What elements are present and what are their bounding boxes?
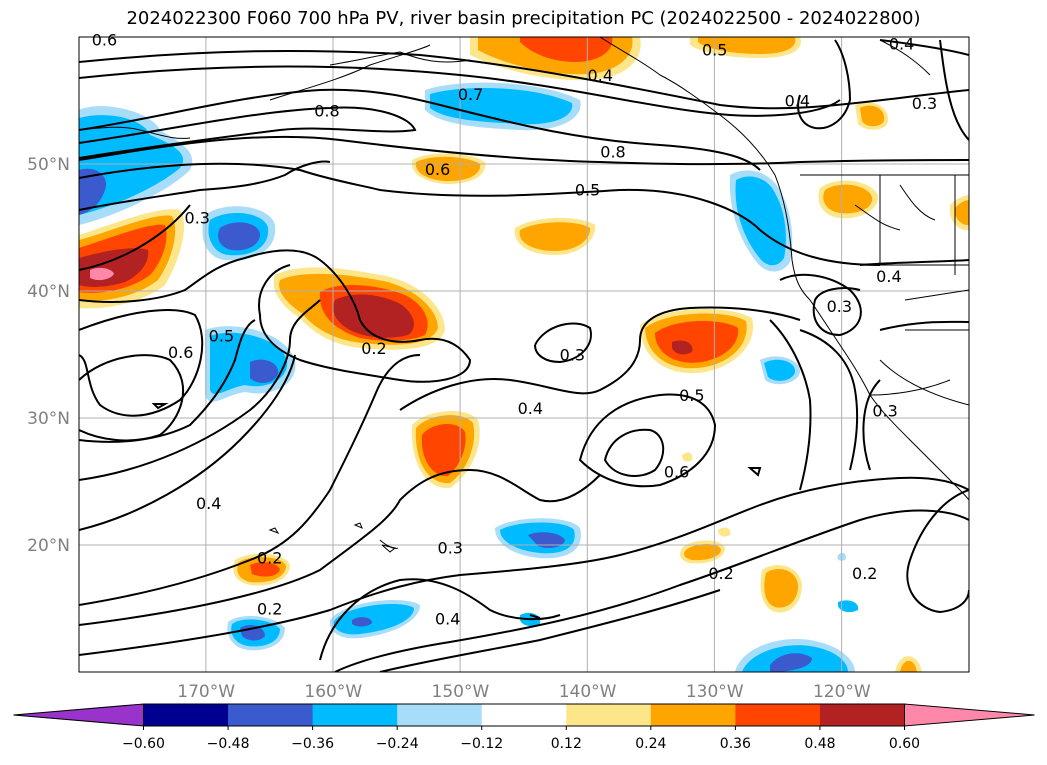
contour-label: 0.4: [876, 267, 901, 286]
colorbar-segment: [228, 704, 314, 726]
precip-blob-125w-33n: [760, 356, 800, 385]
colorbar-tick-label: 0.24: [635, 736, 666, 752]
contour-label: 0.8: [314, 102, 339, 121]
x-tick-label: 170°W: [177, 682, 235, 702]
precip-dot-129w-21n: [718, 527, 731, 537]
colorbar-tick-label: −0.12: [460, 736, 503, 752]
contour-label: 0.3: [560, 346, 585, 365]
contour-label: 0.2: [708, 564, 733, 583]
colorbar-extend-max: [904, 703, 1035, 727]
precip-blob-152w-50n: [411, 153, 486, 185]
contour-label: 0.5: [575, 180, 600, 199]
colorbar-segment: [143, 704, 229, 726]
colorbar-tick-label: 0.36: [720, 736, 751, 752]
x-tick-label: 140°W: [559, 682, 617, 702]
contour-label: 0.4: [518, 399, 543, 418]
contour-label: 0.6: [425, 160, 450, 179]
precip-blob-150w-28n: [411, 410, 480, 489]
precip-blob-132w-37n: [640, 308, 754, 374]
precip-dot-120w-15n: [838, 600, 859, 613]
precip-blob-w-red: [79, 209, 185, 309]
colorbar-segment: [397, 704, 483, 726]
colorbar-segment: [735, 704, 821, 726]
contour-label: 0.3: [912, 94, 937, 113]
map-frame: [78, 36, 970, 673]
pv-contours: [79, 39, 969, 672]
precip-dot-133w-27n: [682, 452, 693, 462]
contour-label: 0.3: [872, 401, 897, 420]
y-tick-label: 20°N: [27, 536, 70, 556]
contour-label: 0.2: [257, 600, 282, 619]
colorbar-tick-label: 0.60: [889, 736, 920, 752]
coastlines: [79, 37, 969, 553]
precip-blob-142w-44n: [514, 217, 596, 255]
colorbar-tick-label: −0.48: [207, 736, 250, 752]
x-tick-label: 120°W: [813, 682, 871, 702]
contour-label: 0.4: [588, 66, 613, 85]
contour-label: 0.5: [209, 326, 234, 345]
contour-labels: 0.6 0.8 0.7 0.4 0.5 0.4 0.4 0.3 0.8 0.6 0.5 0.3 0.4 0…: [92, 31, 938, 629]
precip-blob-124w-17n: [760, 565, 802, 613]
contour-label: 0.6: [664, 462, 689, 481]
map-area: [79, 37, 969, 672]
x-tick-label: 160°W: [304, 682, 362, 702]
x-tick-label: 130°W: [686, 682, 744, 702]
chart-title: 2024022300 F060 700 hPa PV, river basin …: [126, 8, 921, 29]
colorbar-segment: [650, 704, 736, 726]
contour-label: 0.3: [827, 297, 852, 316]
colorbar-extend-min: [13, 703, 144, 727]
colorbar-frame: [143, 703, 905, 727]
precip-blob-150w-56n: [425, 82, 581, 131]
contour-label: 0.6: [168, 343, 193, 362]
colorbar-segment: [819, 704, 905, 726]
y-tick-label: 50°N: [27, 155, 70, 175]
contour-label: 0.2: [852, 564, 877, 583]
colorbar-tick-label: −0.24: [376, 736, 419, 752]
precip-blob-130w-20n: [680, 540, 725, 564]
precip-blob-170w-45n: [202, 206, 276, 261]
colorbar-tick-label: −0.60: [122, 736, 165, 752]
colorbar-segment: [481, 704, 567, 726]
contour-label: 0.4: [889, 34, 914, 53]
colorbar-tick-label: 0.48: [804, 736, 835, 752]
y-tick-label: 30°N: [27, 409, 70, 429]
precip-blob-146w-20n: [495, 518, 581, 559]
contour-label: 0.8: [600, 142, 625, 161]
contour-label: 0.4: [196, 494, 221, 513]
contour-label: 0.7: [458, 85, 483, 104]
precip-blob-155w-14n: [329, 600, 420, 639]
precip-blob-147w-60n: [470, 37, 641, 81]
contour-label: 0.3: [438, 539, 463, 558]
precip-blob-118w-56n: [855, 102, 889, 130]
contour-label: 0.2: [361, 339, 386, 358]
colorbar: −0.60 −0.48 −0.36 −0.24 −0.12 0.12 0.24 0.36 0.4…: [13, 703, 1035, 752]
colorbar-tick-label: 0.12: [551, 736, 582, 752]
precip-blob-126w-46n: [729, 170, 793, 272]
contour-label: 0.6: [92, 31, 117, 50]
precip-blob-126w-11n: [735, 639, 855, 672]
contour-label: 0.3: [185, 208, 210, 227]
colorbar-segment: [566, 704, 652, 726]
precip-blob-122w-47n: [818, 180, 879, 219]
contour-label: 0.5: [679, 386, 704, 405]
precip-blob-115w-10n: [895, 656, 922, 672]
colorbar-segment: [312, 704, 398, 726]
x-tick-label: 150°W: [432, 682, 490, 702]
x-axis-tick-labels: 170°W 160°W 150°W 140°W 130°W 120°W: [177, 682, 871, 702]
contour-label: 0.4: [785, 92, 810, 111]
contour-label: 0.5: [702, 41, 727, 60]
contour-label: 0.4: [435, 610, 460, 629]
y-axis-tick-labels: 20°N 30°N 40°N 50°N: [27, 155, 70, 556]
y-tick-label: 40°N: [27, 282, 70, 302]
precip-blob-157w-39n: [273, 267, 445, 350]
precip-blob-130w-60n: [690, 37, 801, 58]
colorbar-tick-label: −0.36: [291, 736, 334, 752]
contour-label: 0.2: [257, 549, 282, 568]
